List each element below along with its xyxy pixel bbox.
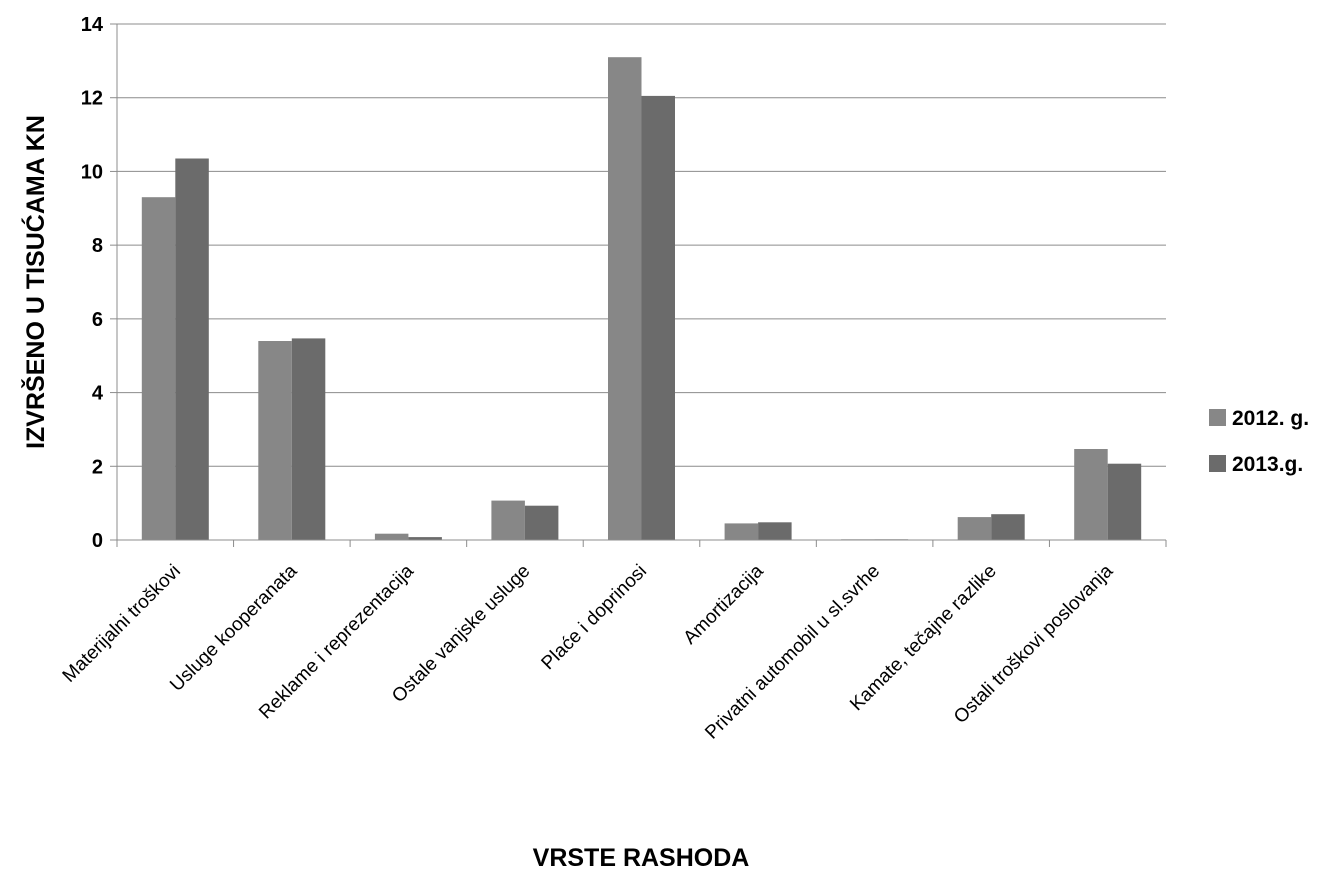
y-tick-label: 14 — [81, 14, 104, 36]
bar-series-2 — [408, 537, 442, 540]
bar-series-2 — [641, 95, 675, 541]
y-axis-title: IZVRŠENO U TISUĆAMA KN — [20, 115, 50, 449]
bar-series-2 — [1107, 463, 1142, 540]
bar-series-2 — [291, 338, 326, 540]
bar-series-2 — [524, 505, 559, 540]
legend: 2012. g. 2013.g. — [1209, 407, 1309, 476]
bars — [141, 57, 1142, 541]
legend-swatch — [1209, 409, 1226, 426]
x-tick-label: Usluge kooperanata — [166, 560, 301, 695]
bar-series-1 — [491, 500, 525, 540]
y-tick-label: 4 — [92, 383, 104, 405]
x-tick-label: Plaće i doprinosi — [538, 561, 651, 674]
y-tick-label: 2 — [92, 456, 103, 478]
bar-series-1 — [141, 197, 176, 540]
y-tick-label: 10 — [81, 161, 103, 183]
x-axis-title: VRSTE RASHODA — [533, 844, 750, 872]
bar-series-1 — [608, 57, 642, 540]
bar-series-1 — [374, 533, 409, 540]
y-tick-label: 8 — [92, 235, 103, 257]
legend-label: 2013.g. — [1232, 453, 1303, 476]
bar-series-1 — [1074, 449, 1108, 540]
bar-series-2 — [991, 514, 1025, 540]
bar-series-1 — [957, 517, 992, 540]
axes — [116, 24, 1167, 547]
legend-label: 2012. g. — [1232, 407, 1309, 430]
bar-series-2 — [175, 158, 209, 540]
y-tick-label: 12 — [81, 88, 103, 110]
y-tick-labels: 0 2 4 6 8 10 12 14 — [81, 14, 104, 552]
legend-swatch — [1209, 455, 1226, 472]
bar-series-2 — [758, 522, 792, 540]
x-tick-label: Amortizacija — [680, 560, 768, 648]
y-tick-label: 6 — [92, 309, 103, 331]
bar-series-1 — [258, 341, 292, 540]
x-tick-label: Materijalni troškovi — [59, 561, 185, 687]
y-tick-label: 0 — [92, 530, 103, 552]
bar-series-1 — [724, 523, 759, 540]
